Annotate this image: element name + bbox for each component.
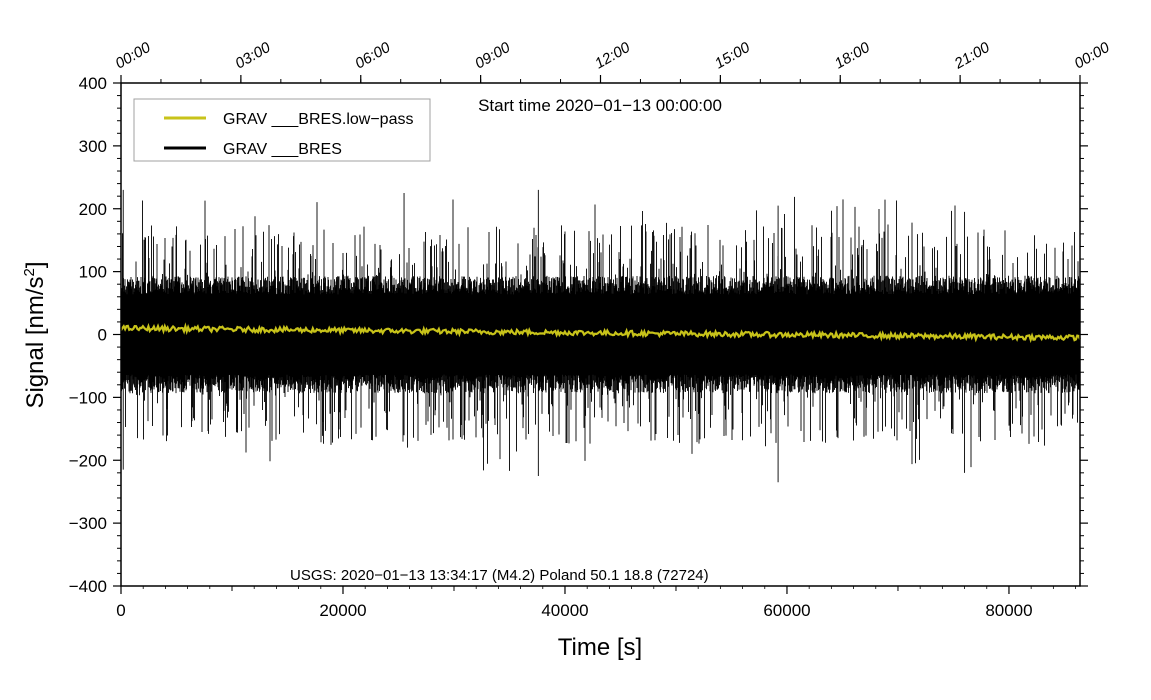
event-annotation: USGS: 2020−01−13 13:34:17 (M4.2) Poland …: [290, 567, 709, 584]
x-tick-label: 80000: [985, 601, 1032, 620]
x-axis-title: Time [s]: [558, 634, 642, 661]
x-tick-label: 0: [116, 601, 125, 620]
y-tick-label: −300: [69, 514, 107, 533]
y-axis-title-superscript: 2: [21, 268, 38, 276]
y-tick-label: 0: [98, 326, 107, 345]
signal-layer: [120, 189, 1082, 483]
legend-label-low-pass: GRAV ___BRES.low−pass: [223, 111, 413, 128]
y-tick-label: 400: [79, 74, 107, 93]
y-tick-label: 100: [79, 263, 107, 282]
x-tick-label: 20000: [319, 601, 366, 620]
y-tick-label: −100: [69, 388, 107, 407]
legend-label-raw: GRAV ___BRES: [223, 141, 342, 158]
y-axis-title-end: ]: [22, 261, 49, 268]
legend: GRAV ___BRES.low−pass GRAV ___BRES: [133, 98, 431, 162]
y-axis-title: Signal [nm/s2]: [21, 261, 49, 408]
legend-box: [133, 98, 431, 162]
y-tick-label: −400: [69, 577, 107, 596]
y-axis-title-main: Signal [nm/s: [22, 276, 49, 408]
y-tick-label: 300: [79, 137, 107, 156]
plot-frame: [120, 82, 1081, 587]
y-tick-label: 200: [79, 200, 107, 219]
y-tick-label: −200: [69, 451, 107, 470]
series-low-pass-line: [120, 322, 1082, 344]
x-tick-label: 60000: [763, 601, 810, 620]
x-tick-label: 40000: [541, 601, 588, 620]
chart-title: Start time 2020−01−13 00:00:00: [478, 96, 722, 115]
